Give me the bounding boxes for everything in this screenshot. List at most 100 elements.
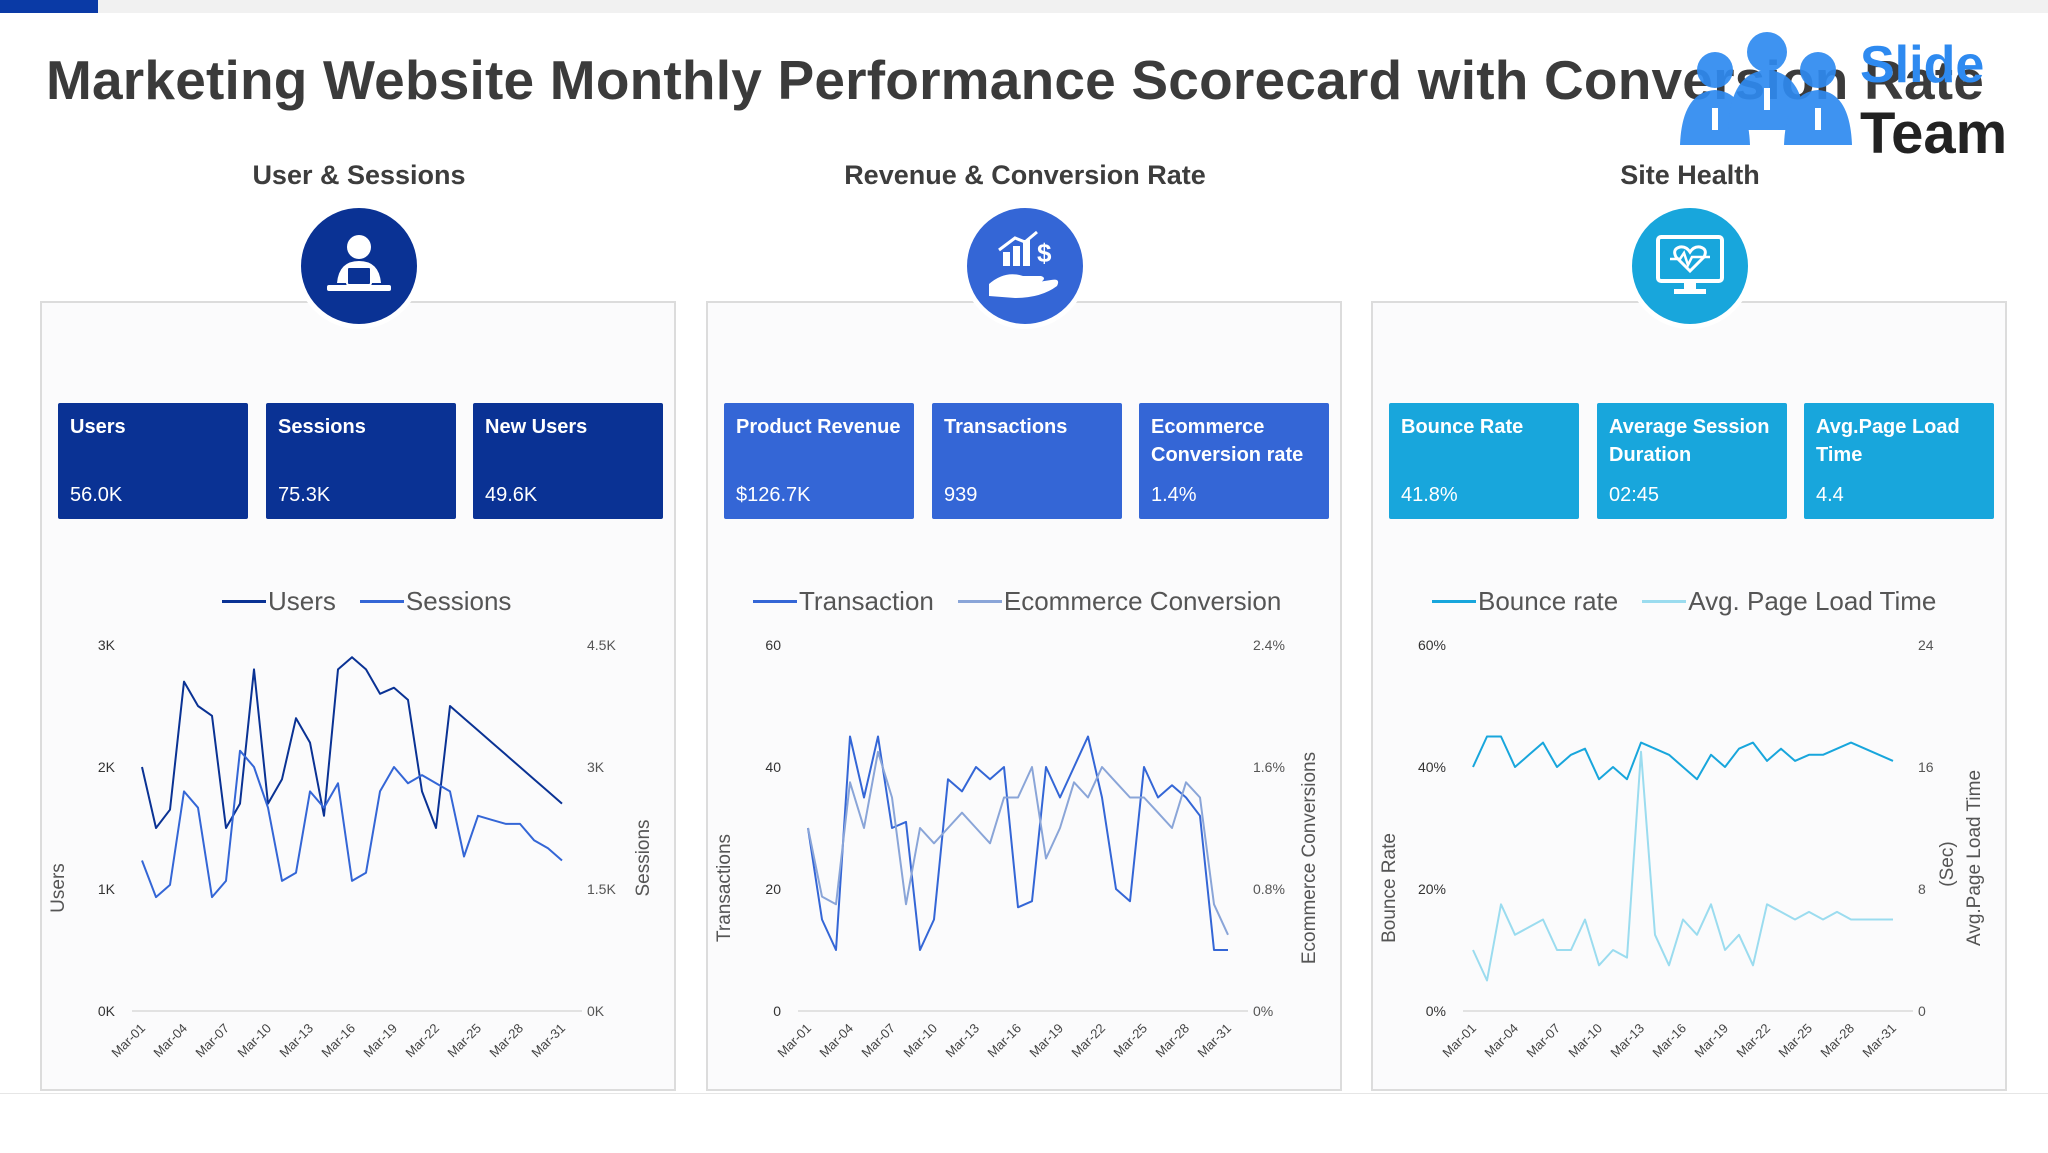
y-tick-label: 20 (765, 881, 781, 897)
x-tick-label: Mar-22 (1068, 1021, 1108, 1061)
y-tick-label: 40 (765, 759, 781, 775)
kpi-label: Sessions (278, 416, 366, 438)
x-tick-label: Mar-07 (192, 1021, 232, 1061)
x-tick-label: Mar-13 (1607, 1021, 1647, 1061)
y2-tick-label: 1.5K (587, 881, 616, 897)
y2-tick-label: 0K (587, 1003, 605, 1019)
x-tick-label: Mar-10 (1565, 1021, 1605, 1061)
kpi-card-avg-page-load-time: Avg.Page Load Time 4.4 (1804, 403, 1994, 519)
legend-swatch (1432, 600, 1476, 603)
x-tick-label: Mar-28 (1817, 1021, 1857, 1061)
top-bar-accent (0, 0, 98, 13)
kpi-value: 1.4% (1151, 484, 1197, 506)
y-axis-title: Transactions (714, 834, 735, 942)
x-tick-label: Mar-04 (816, 1021, 856, 1061)
bottom-strip (0, 1093, 2048, 1153)
monitor-heartbeat-icon (1656, 235, 1724, 294)
legend-item: Avg. Page Load Time (1642, 586, 1936, 617)
kpi-value: 56.0K (70, 484, 123, 506)
section-title-site-health: Site Health (1620, 160, 1760, 190)
legend-item: Ecommerce Conversion (957, 586, 1281, 617)
legend-item: Transaction (753, 586, 934, 617)
y2-axis-title: Ecommerce Conversions (1299, 752, 1320, 964)
legend-label: Sessions (405, 586, 512, 616)
logo-line1: Slide (1860, 36, 1984, 94)
legend-item: Sessions (359, 586, 512, 617)
kpi-label: Bounce Rate (1401, 416, 1524, 438)
legend-swatch (222, 600, 266, 603)
x-tick-label: Mar-25 (1110, 1021, 1150, 1061)
x-tick-label: Mar-16 (1649, 1021, 1689, 1061)
legend-swatch (753, 600, 797, 603)
x-tick-label: Mar-22 (1733, 1021, 1773, 1061)
x-tick-label: Mar-13 (942, 1021, 982, 1061)
y-tick-label: 60 (765, 637, 781, 653)
series-line-users (141, 656, 563, 829)
revenue-icon-circle: $ (962, 203, 1088, 329)
kpi-card-new-users: New Users 49.6K (473, 403, 663, 519)
x-tick-label: Mar-28 (486, 1021, 526, 1061)
x-tick-label: Mar-25 (444, 1021, 484, 1061)
x-tick-label: Mar-07 (1523, 1021, 1563, 1061)
y-tick-label: 3K (98, 637, 116, 653)
kpi-value: 4.4 (1816, 484, 1844, 506)
page-title: Marketing Website Monthly Performance Sc… (46, 49, 1985, 111)
series-line-sessions (141, 749, 563, 899)
x-tick-label: Mar-19 (1691, 1021, 1731, 1061)
svg-text:$: $ (1037, 238, 1052, 268)
y2-tick-label: 24 (1918, 637, 1934, 653)
y2-tick-label: 4.5K (587, 637, 616, 653)
x-tick-label: Mar-10 (234, 1021, 274, 1061)
kpi-card-transactions: Transactions 939 (932, 403, 1122, 519)
legend-site-health: Bounce rate Avg. Page Load Time (1432, 586, 1960, 617)
x-tick-label: Mar-01 (1439, 1021, 1479, 1061)
y2-tick-label: 0 (1918, 1003, 1926, 1019)
section-title-users: User & Sessions (252, 160, 466, 190)
legend-label: Transaction (799, 586, 934, 616)
kpi-label: Users (70, 416, 126, 438)
kpi-value: 49.6K (485, 484, 538, 506)
kpi-card-avg-session-duration: Average Session Duration 02:45 (1597, 403, 1787, 519)
series-line-avg-page-load-time (1472, 750, 1893, 982)
x-tick-label: Mar-19 (360, 1021, 400, 1061)
y-tick-label: 2K (98, 759, 116, 775)
top-bar (0, 0, 2048, 13)
x-tick-label: Mar-13 (276, 1021, 316, 1061)
chart-bounce-load-time: 0% 20% 40% 60% 0 8 16 24 Bounce Rate Avg.Page Loa… (1379, 637, 1985, 1061)
y2-tick-label: 0% (1253, 1003, 1273, 1019)
y-tick-label: 0 (773, 1003, 781, 1019)
x-tick-label: Mar-10 (900, 1021, 940, 1061)
kpi-value: 02:45 (1609, 484, 1660, 506)
legend-swatch (957, 600, 1002, 603)
series-line-transaction (807, 735, 1228, 951)
kpi-label: New Users (485, 416, 588, 438)
x-tick-label: Mar-01 (774, 1021, 814, 1061)
x-tick-label: Mar-25 (1775, 1021, 1815, 1061)
user-laptop-icon (327, 235, 391, 291)
x-tick-label: Mar-16 (984, 1021, 1024, 1061)
x-tick-label: Mar-19 (1026, 1021, 1066, 1061)
y2-tick-label: 3K (587, 759, 605, 775)
users-icon-circle (296, 203, 422, 329)
y2-tick-label: 0.8% (1253, 881, 1285, 897)
y2-tick-label: 2.4% (1253, 637, 1285, 653)
y2-axis-title: Sessions (633, 819, 654, 896)
y-tick-label: 60% (1418, 637, 1446, 653)
legend-swatch (1642, 600, 1687, 603)
slideteam-logo: Slide Team (1680, 32, 2007, 166)
site-health-icon-circle (1627, 203, 1753, 329)
legend-label: Avg. Page Load Time (1688, 586, 1937, 616)
x-tick-label: Mar-31 (1194, 1021, 1234, 1061)
y2-axis-title: Avg.Page Load Time (1964, 770, 1985, 946)
y-tick-label: 40% (1418, 759, 1446, 775)
x-tick-label: Mar-31 (528, 1021, 568, 1061)
legend-label: Bounce rate (1478, 586, 1619, 616)
x-tick-label: Mar-07 (858, 1021, 898, 1061)
series-line-bounce-rate (1472, 735, 1894, 781)
series-line-ecommerce-conversion (807, 750, 1229, 936)
x-tick-label: Mar-28 (1152, 1021, 1192, 1061)
kpi-card-product-revenue: Product Revenue $126.7K (724, 403, 914, 519)
y-tick-label: 0% (1426, 1003, 1446, 1019)
legend-item: Users (222, 586, 336, 617)
legend-item: Bounce rate (1432, 586, 1618, 617)
